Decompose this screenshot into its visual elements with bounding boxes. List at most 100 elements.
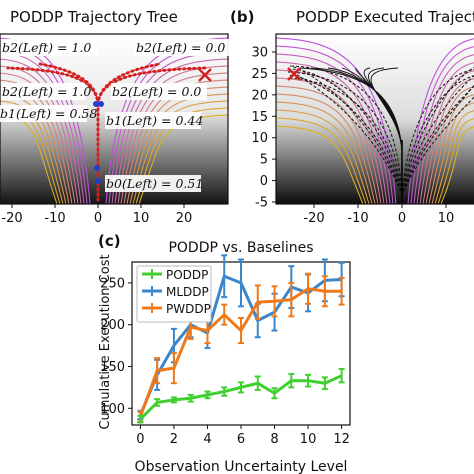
x-tick-label: 10: [300, 432, 317, 447]
contour-right: [425, 86, 474, 204]
chart-c-series: [137, 254, 345, 424]
y-tick-label: 150: [100, 360, 125, 375]
contour-right: [440, 126, 474, 204]
goal-marker-icon: [287, 67, 301, 81]
executed-trajectory: [401, 75, 474, 197]
contour-right: [123, 79, 228, 204]
executed-trajectory: [401, 74, 474, 197]
tree-branch-line: [39, 63, 99, 105]
contour-left: [276, 77, 382, 204]
panel-b-contours: [276, 37, 474, 204]
series-poddp: [137, 367, 345, 424]
executed-trajectory: [287, 71, 403, 197]
annotation-box: [105, 112, 201, 129]
series-line: [139, 374, 343, 421]
contour-left: [276, 53, 391, 204]
y-tick-label: 100: [100, 402, 125, 417]
panel-b-x-ticks: -20 -10 0 10: [303, 204, 454, 226]
contour-left: [276, 109, 370, 204]
panel-b-label: (b): [230, 8, 254, 26]
y-tick-label: 200: [100, 318, 125, 333]
belief-node: [98, 101, 104, 107]
x-tick-label: 0: [94, 211, 102, 226]
x-tick-label: 6: [237, 432, 245, 447]
contour-left: [276, 93, 376, 204]
executed-trajectory: [401, 69, 474, 197]
belief-annotation: b2(Left) = 0.0: [112, 84, 201, 99]
contour-right: [437, 118, 474, 204]
x-tick-label: 0: [398, 211, 406, 226]
tree-branch-line: [97, 63, 161, 105]
legend: PODDP MLDDP PWDDP: [136, 265, 212, 323]
contour-right: [428, 94, 474, 204]
panel-b-plot-area: [276, 34, 474, 204]
contour-right: [431, 102, 474, 204]
executed-trajectory: [291, 65, 403, 197]
contour-left: [276, 61, 388, 204]
panel-a-x-ticks: -20 -10 0 10 20: [1, 204, 192, 226]
contour-left: [276, 125, 364, 204]
x-axis-label: Observation Uncertainty Level: [135, 459, 348, 474]
executed-trajectory: [401, 85, 474, 197]
y-tick-label: 30: [251, 46, 268, 61]
panel-b-title: PODDP Executed Trajectories: [296, 8, 474, 26]
panel-a-title: PODDP Trajectory Tree: [10, 8, 178, 26]
contour-left: [276, 101, 373, 204]
executed-trajectory: [291, 68, 403, 197]
contour-right: [419, 70, 474, 204]
x-tick-label: -20: [303, 211, 324, 226]
executed-trajectory-solid: [370, 67, 403, 151]
contour-right: [410, 46, 474, 204]
belief-annotation: b2(Left) = 1.0: [2, 84, 91, 99]
series-line: [138, 287, 342, 418]
chart-c-ticks: 100 150 200 250 0 2 4 6 8 10 12: [100, 276, 350, 447]
executed-trajectory: [401, 67, 474, 197]
annotation-box: [105, 175, 201, 192]
y-tick-label: 25: [251, 67, 268, 82]
y-tick-label: 10: [251, 131, 268, 146]
y-axis-label: Cumulative Execution Cost: [98, 254, 113, 429]
x-tick-label: 0: [136, 432, 144, 447]
annotation-box: [111, 83, 207, 100]
contour-right: [416, 62, 474, 204]
contour-left: [276, 117, 367, 204]
y-tick-label: -5: [255, 196, 268, 211]
panel-c: (c) PODDP vs. Baselines Cumulative Execu…: [98, 232, 351, 474]
legend-label: MLDDP: [166, 285, 209, 299]
x-tick-label: -10: [347, 211, 368, 226]
belief-node: [95, 178, 101, 184]
x-tick-label: 10: [438, 211, 455, 226]
x-tick-label: 4: [203, 432, 211, 447]
y-tick-label: 5: [260, 153, 268, 168]
panel-a-annotations: b2(Left) = 1.0 b2(Left) = 0.0 b2(Left) = 1…: [0, 39, 231, 192]
contour-right: [422, 78, 474, 204]
belief-annotation: b1(Left) = 0.58: [0, 106, 97, 121]
belief-annotation: b1(Left) = 0.44: [106, 113, 203, 128]
belief-node: [93, 101, 99, 107]
x-tick-label: 2: [170, 432, 178, 447]
panel-c-label: (c): [98, 232, 121, 250]
annotation-box: [1, 83, 85, 100]
y-tick-label: 250: [100, 276, 125, 291]
annotation-box: [135, 39, 231, 56]
panel-b-trajectories: [287, 65, 474, 204]
legend-label: PODDP: [166, 268, 208, 282]
contour-right: [407, 38, 474, 204]
belief-annotation: b2(Left) = 0.0: [136, 40, 225, 55]
panel-a-trajectory-tree: [6, 62, 212, 202]
chart-title: PODDP vs. Baselines: [168, 240, 313, 256]
annotation-box: [0, 105, 87, 122]
executed-trajectory: [401, 84, 474, 197]
x-tick-label: 20: [176, 211, 193, 226]
executed-trajectory: [401, 96, 474, 197]
panel-a: PODDP Trajectory Tree b2(Left) = 1.0 b2(L…: [0, 8, 231, 226]
belief-annotation: b0(Left) = 0.51: [106, 176, 203, 191]
panel-b-y-ticks: 30 25 20 15 10 5 0 -5: [251, 46, 276, 211]
contour-right: [434, 110, 474, 204]
belief-node: [94, 165, 100, 171]
contour-left: [0, 100, 64, 204]
panel-a-frame: [0, 33, 229, 205]
x-tick-label: -20: [1, 211, 22, 226]
executed-trajectory: [291, 71, 403, 197]
annotation-box: [1, 39, 97, 56]
